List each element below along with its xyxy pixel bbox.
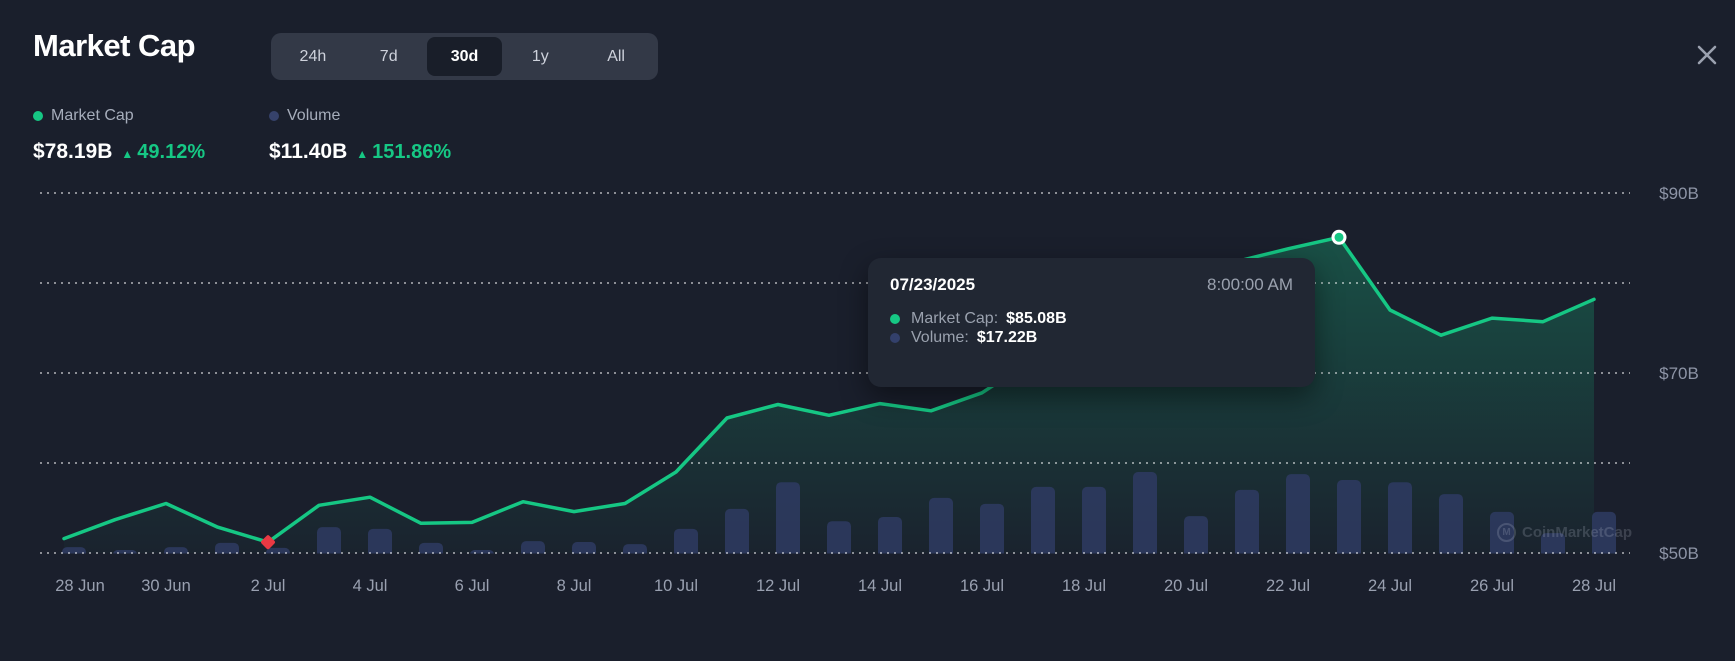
x-tick-label: 30 Jun (141, 577, 191, 595)
watermark-text: CoinMarketCap (1522, 524, 1633, 541)
active-point-marker[interactable] (1334, 232, 1344, 242)
legend-volume: Volume (269, 107, 340, 125)
up-arrow-icon: ▲ (356, 147, 369, 161)
volume-bar (1184, 516, 1208, 558)
volume-value-group: $11.40B ▲ 151.86% (269, 140, 451, 164)
volume-bar (1235, 489, 1259, 558)
x-tick-label: 6 Jul (455, 577, 490, 595)
x-tick-label: 28 Jul (1572, 577, 1616, 595)
legend-market-cap-label: Market Cap (51, 107, 134, 124)
x-tick-label: 28 Jun (55, 577, 105, 595)
volume-bar (1133, 472, 1157, 558)
tooltip-volume-label: Volume: (911, 329, 969, 346)
x-tick-label: 4 Jul (353, 577, 388, 595)
svg-text:$90B: $90B (1659, 184, 1699, 203)
volume-bar (878, 516, 902, 558)
volume-bar (368, 528, 392, 558)
volume-change: ▲ 151.86% (356, 141, 451, 164)
baseline-mask (0, 553, 1735, 584)
volume-bar (1439, 494, 1463, 558)
tab-All[interactable]: All (607, 47, 625, 65)
market-cap-value: $78.19B (33, 140, 113, 163)
tooltip-volume-value: $17.22B (976, 329, 1038, 346)
x-tick-label: 16 Jul (960, 577, 1004, 595)
svg-text:$70B: $70B (1659, 364, 1699, 383)
volume-bar (725, 508, 749, 558)
volume-value: $11.40B (269, 140, 348, 163)
market-cap-value-group: $78.19B ▲ 49.12% (33, 140, 205, 164)
svg-text:$50B: $50B (1659, 544, 1699, 563)
x-tick-label: 2 Jul (251, 577, 286, 595)
tooltip-row-market-cap: Market Cap: $85.08B (890, 309, 1293, 328)
watermark: M CoinMarketCap (1497, 523, 1632, 542)
tooltip-market-cap-label: Market Cap: (911, 310, 999, 327)
x-tick-label: 26 Jul (1470, 577, 1514, 595)
x-tick-label: 14 Jul (858, 577, 902, 595)
tooltip-time: 8:00:00 AM (1206, 275, 1293, 294)
low-point-marker (261, 535, 275, 550)
market-cap-change: ▲ 49.12% (121, 141, 205, 164)
x-axis-labels: 28 Jun 30 Jun 2 Jul 4 Jul 6 Jul 8 Jul 10 Jul 12… (55, 577, 1616, 595)
market-cap-dot-icon (890, 313, 900, 324)
chart-tooltip: 07/23/2025 8:00:00 AM Market Cap: $85.08… (868, 258, 1315, 387)
x-tick-label: 20 Jul (1164, 577, 1208, 595)
x-tick-label: 12 Jul (756, 577, 800, 595)
tooltip-row-volume: Volume: $17.22B (890, 328, 1293, 347)
tab-1y[interactable]: 1y (531, 47, 549, 65)
close-button[interactable] (1690, 40, 1724, 74)
close-icon (1695, 43, 1719, 72)
volume-bar (317, 527, 341, 558)
volume-bar (1592, 511, 1616, 558)
tooltip-date: 07/23/2025 (890, 275, 976, 294)
volume-bar (827, 521, 851, 558)
volume-change-pct: 151.86% (372, 141, 452, 163)
time-range-tabs: 24h 7d 30d 1y All (271, 33, 658, 80)
coinmarketcap-logo-icon: M (1497, 523, 1516, 542)
x-tick-label: 18 Jul (1062, 577, 1106, 595)
tooltip-market-cap-value: $85.08B (1006, 310, 1067, 327)
volume-bar (1031, 486, 1055, 558)
volume-dot-icon (269, 111, 279, 121)
volume-bar (1388, 482, 1412, 558)
page-title: Market Cap (33, 28, 196, 63)
gridlines (40, 192, 1630, 554)
up-arrow-icon: ▲ (121, 147, 134, 161)
tab-7d[interactable]: 7d (379, 47, 398, 65)
volume-bar (674, 528, 698, 558)
volume-bar (1541, 533, 1565, 558)
legend-volume-label: Volume (287, 107, 341, 124)
legend-market-cap: Market Cap (33, 107, 134, 125)
x-tick-label: 22 Jul (1266, 577, 1310, 595)
volume-bar (929, 497, 953, 558)
tab-24h[interactable]: 24h (299, 47, 327, 65)
x-tick-label: 10 Jul (654, 577, 698, 595)
tab-30d[interactable]: 30d (426, 37, 503, 76)
volume-bar (1337, 479, 1361, 558)
market-cap-dot-icon (33, 111, 43, 121)
market-cap-change-pct: 49.12% (137, 141, 206, 163)
y-axis-labels: $90B $70B $50B (1659, 184, 1699, 563)
volume-dot-icon (890, 332, 900, 343)
market-cap-area (64, 237, 1594, 553)
volume-bar (980, 503, 1004, 558)
volume-bar (776, 482, 800, 558)
x-tick-label: 8 Jul (557, 577, 592, 595)
x-tick-label: 24 Jul (1368, 577, 1412, 595)
volume-bar (1286, 474, 1310, 558)
volume-bar (1082, 486, 1106, 558)
